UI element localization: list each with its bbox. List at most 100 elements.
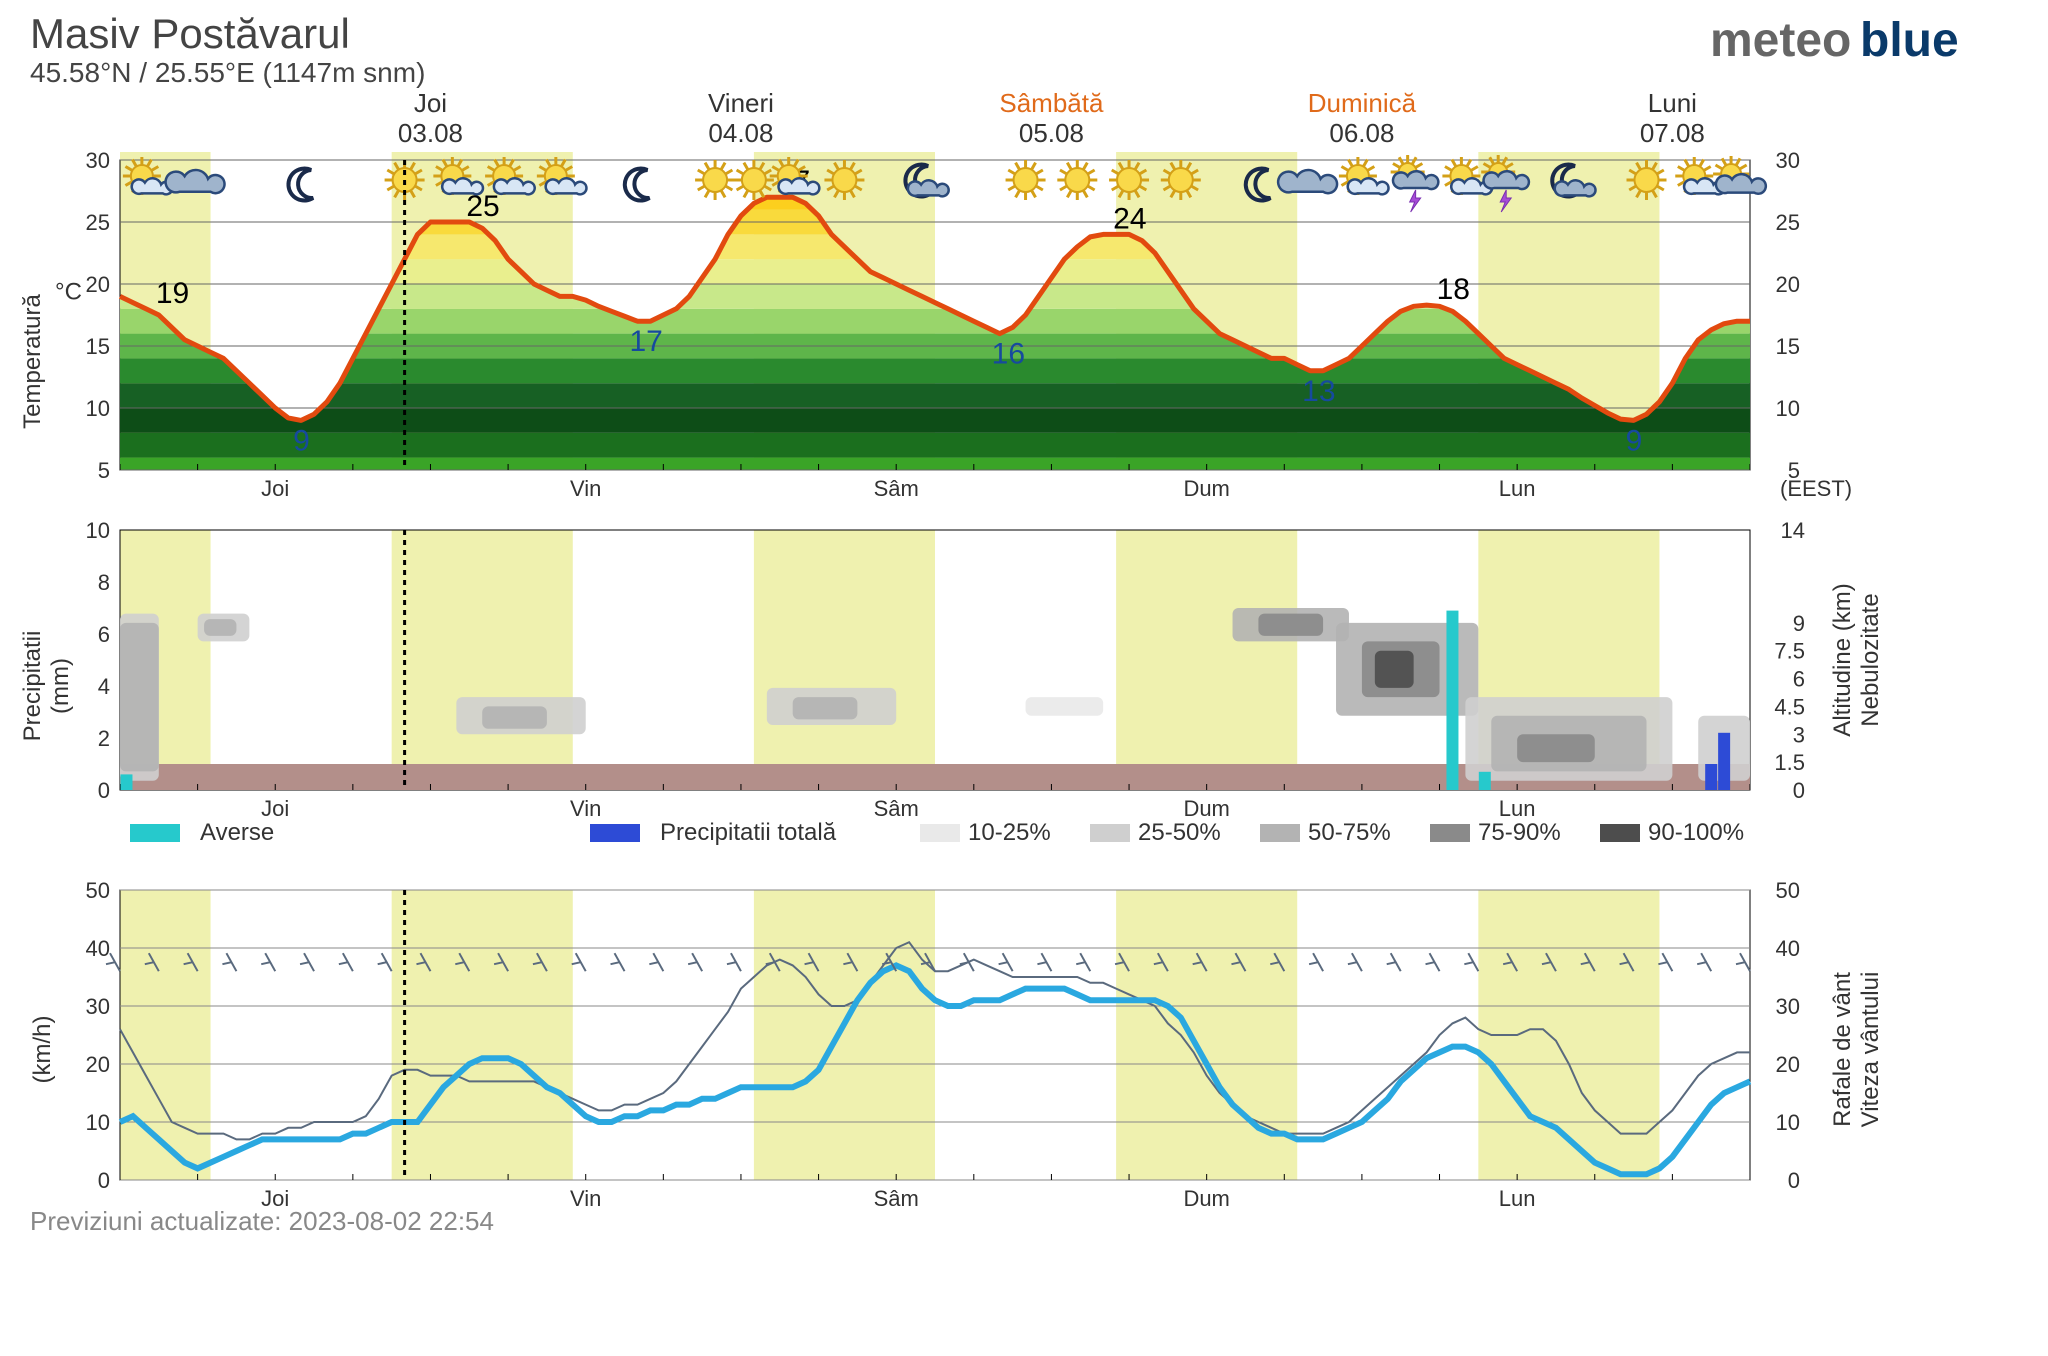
cloud-patch: [1375, 651, 1414, 688]
legend-label: 10-25%: [968, 819, 1051, 846]
storm-icon: [1391, 155, 1439, 212]
day-date: 06.08: [1329, 118, 1394, 148]
day-label: Luni: [1648, 88, 1697, 118]
ytick-label: 20: [1776, 272, 1800, 297]
sun-icon: [695, 160, 735, 200]
day-date: 07.08: [1640, 118, 1705, 148]
ytick-label: 1.5: [1774, 750, 1805, 775]
temp-unit: °C: [55, 279, 82, 306]
legend-swatch: [130, 824, 180, 842]
day-label: Duminică: [1308, 88, 1417, 118]
daylight-band: [754, 530, 935, 790]
wind-ylabel: (km/h): [29, 1016, 56, 1084]
ytick-label: 10: [1776, 396, 1800, 421]
day-tick-label: Vin: [570, 1186, 601, 1211]
day-tick-label: Vin: [570, 476, 601, 501]
cloud-icon: [1278, 170, 1337, 193]
day-tick-label: Sâm: [874, 1186, 919, 1211]
precip-bar: [1718, 733, 1730, 790]
day-tick-label: Sâm: [874, 796, 919, 821]
ytick-label: 20: [86, 272, 110, 297]
ytick-label: 0: [1793, 778, 1805, 803]
daylight-band: [1116, 890, 1297, 1180]
day-tick-label: Lun: [1499, 796, 1536, 821]
precip-ylabel: Precipitatii: [19, 631, 46, 742]
precip-ylabel: (mm): [47, 658, 74, 714]
legend-swatch: [1430, 824, 1470, 842]
ytick-label: 10: [86, 396, 110, 421]
day-date: 05.08: [1019, 118, 1084, 148]
page-subtitle: 45.58°N / 25.55°E (1147m snm): [30, 57, 425, 88]
day-tick-label: Dum: [1183, 476, 1229, 501]
ytick-label: 50: [86, 878, 110, 903]
day-date: 03.08: [398, 118, 463, 148]
legend-label: Averse: [200, 819, 274, 846]
legend-label: 90-100%: [1648, 819, 1744, 846]
meteogram: Masiv Postăvarul45.58°N / 25.55°E (1147m…: [0, 0, 2048, 1356]
legend-swatch: [920, 824, 960, 842]
ytick-label: 8: [98, 570, 110, 595]
legend-label: 50-75%: [1308, 819, 1391, 846]
sun-icon: [1057, 160, 1097, 200]
daylight-band: [1116, 530, 1297, 790]
legend-swatch: [1260, 824, 1300, 842]
temp-max-label: 25: [466, 190, 499, 223]
legend-label: 25-50%: [1138, 819, 1221, 846]
precip-bar: [1446, 611, 1458, 790]
ytick-label: 10: [1776, 1110, 1800, 1135]
footer-updated: Previziuni actualizate: 2023-08-02 22:54: [30, 1206, 494, 1236]
legend-label: 75-90%: [1478, 819, 1561, 846]
day-label: Vineri: [708, 88, 774, 118]
day-tick-label: Joi: [261, 476, 289, 501]
ytick-label: 7.5: [1774, 639, 1805, 664]
ytick-label: 30: [86, 994, 110, 1019]
ytick-label: 0: [1788, 1168, 1800, 1193]
ytick-label: 40: [1776, 936, 1800, 961]
precip-bar: [120, 774, 132, 790]
cloud-patch: [120, 623, 159, 772]
ytick-label: 10: [86, 1110, 110, 1135]
ytick-label: 25: [86, 210, 110, 235]
ytick-label: 3: [1793, 722, 1805, 747]
temp-min-label: 9: [293, 424, 310, 457]
ytick-label: 9: [1793, 611, 1805, 636]
sun-icon: [1006, 160, 1046, 200]
day-tick-label: Dum: [1183, 1186, 1229, 1211]
ytick-label: 10: [86, 518, 110, 543]
day-label: Joi: [414, 88, 447, 118]
daylight-band: [392, 530, 573, 790]
ytick-label: 30: [1776, 148, 1800, 173]
brand-logo: blue: [1860, 14, 1959, 67]
cloud-patch: [793, 697, 858, 719]
neb-ylabel: Nebulozitate: [1857, 593, 1884, 726]
gust-ylabel: Rafale de vânt: [1829, 972, 1856, 1127]
precip-bar: [1479, 772, 1491, 790]
ytick-label: 6: [1793, 667, 1805, 692]
cloud-patch: [204, 619, 236, 636]
brand-logo: meteo: [1710, 14, 1851, 67]
alt-ylabel: Altitudine (km): [1829, 583, 1856, 736]
ytick-label: 20: [1776, 1052, 1800, 1077]
legend-label: Precipitatii totală: [660, 819, 837, 846]
temp-ylabel: Temperatură: [19, 293, 46, 428]
daylight-band: [754, 890, 935, 1180]
ytick-label: 50: [1776, 878, 1800, 903]
temp-min-label: 17: [629, 325, 662, 358]
moon-icon: [288, 169, 313, 201]
precip-bar: [1705, 764, 1717, 790]
speed-ylabel: Viteza vântului: [1857, 972, 1884, 1128]
temp-max-label: 18: [1437, 273, 1470, 306]
day-tick-label: Sâm: [874, 476, 919, 501]
day-tick-label: Joi: [261, 796, 289, 821]
ytick-label: 6: [98, 622, 110, 647]
ytick-label: 30: [1776, 994, 1800, 1019]
ytick-label: 40: [86, 936, 110, 961]
day-tick-label: Dum: [1183, 796, 1229, 821]
sun-sm-cloud-icon: [1339, 157, 1389, 195]
temp-max-label: 24: [1113, 202, 1146, 235]
ytick-label: 2: [98, 726, 110, 751]
ytick-label: 0: [98, 1168, 110, 1193]
ytick-label: 20: [86, 1052, 110, 1077]
cloud-patch: [1026, 697, 1104, 716]
legend-swatch: [1600, 824, 1640, 842]
